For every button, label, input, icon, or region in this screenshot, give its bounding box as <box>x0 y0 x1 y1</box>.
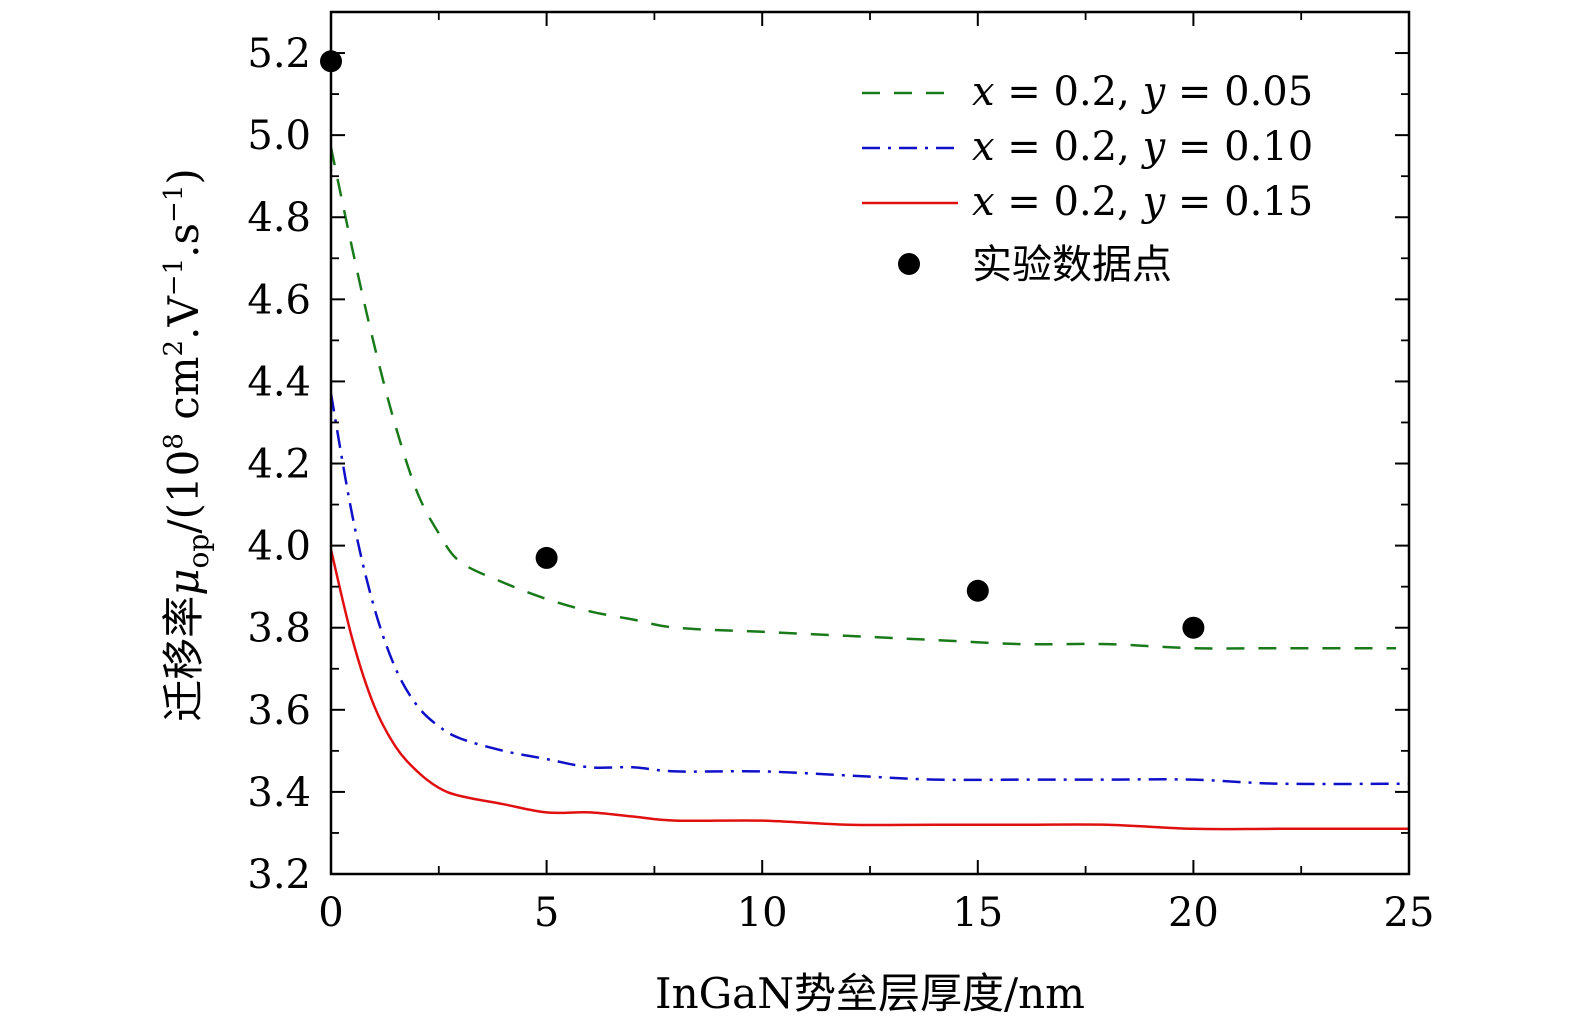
y-axis-title: 迁移率μop/(108 cm2.V−1.s−1) <box>159 168 215 722</box>
legend-1-x: x <box>972 69 995 115</box>
legend-1-xval: 0.2 <box>1054 69 1118 115</box>
legend-1-eq1: = <box>995 69 1054 115</box>
series-layer <box>331 147 1409 831</box>
legend-label-series-1: x = 0.2, y = 0.05 <box>972 69 1313 115</box>
y-title-unit-neg1b: −1 <box>159 185 189 223</box>
legend-3-yval: 0.15 <box>1224 179 1313 225</box>
legend-2-xval: 0.2 <box>1054 124 1118 170</box>
legend-2-x: x <box>972 124 995 170</box>
x-tick-label: 20 <box>1168 890 1219 936</box>
y-tick-label: 5.2 <box>247 31 311 77</box>
y-title-unit-sq: 2 <box>159 340 189 357</box>
legend-label-series-2: x = 0.2, y = 0.10 <box>972 124 1313 170</box>
y-tick-label: 3.8 <box>247 606 311 652</box>
x-tick-label: 0 <box>318 890 343 936</box>
y-tick-label: 4.0 <box>247 524 311 570</box>
x-axis-title: InGaN势垒层厚度/nm <box>655 969 1085 1018</box>
legend-1-eq2: = <box>1165 69 1224 115</box>
legend-3-x: x <box>972 179 995 225</box>
y-title-unit-close: ) <box>159 168 208 184</box>
legend-label-points: 实验数据点 <box>972 242 1172 288</box>
series-line-2 <box>331 393 1409 786</box>
y-title-unit-exp: 8 <box>159 433 189 450</box>
ticks-layer: 0 5 10 15 20 25 3.2 3.4 3.6 3.8 4.0 4.2 4.4 4.6 4.8 5.0… <box>247 12 1434 936</box>
data-points-layer <box>320 50 1205 639</box>
legend-2-eq1: = <box>995 124 1054 170</box>
y-title-unit-cm: cm <box>159 356 208 433</box>
x-tick-label: 10 <box>737 890 788 936</box>
data-point <box>1182 616 1205 639</box>
y-tick-label: 5.0 <box>247 113 311 159</box>
legend-1-yval: 0.05 <box>1224 69 1313 115</box>
x-tick-label: 15 <box>952 890 1003 936</box>
y-tick-label: 4.6 <box>247 277 311 323</box>
data-point <box>535 546 558 569</box>
legend-label-series-3: x = 0.2, y = 0.15 <box>972 179 1313 225</box>
x-tick-label: 25 <box>1384 890 1435 936</box>
y-axis-title-group: 迁移率μop/(108 cm2.V−1.s−1) <box>159 168 215 722</box>
y-tick-label: 3.6 <box>247 688 311 734</box>
y-title-unit-open: /(10 <box>159 450 208 534</box>
y-title-symbol: μ <box>159 568 208 595</box>
y-tick-label: 3.4 <box>247 770 311 816</box>
legend-2-y: y <box>1141 124 1167 170</box>
y-title-unit-s: .s <box>159 223 208 258</box>
legend-2-eq2: = <box>1165 124 1224 170</box>
legend-3-xval: 0.2 <box>1054 179 1118 225</box>
series-line-3 <box>331 549 1409 831</box>
legend-3-sep: , <box>1117 179 1142 225</box>
legend-3-eq2: = <box>1165 179 1224 225</box>
y-title-prefix: 迁移率 <box>159 596 208 722</box>
series-line-1 <box>331 147 1397 650</box>
x-tick-label: 5 <box>534 890 559 936</box>
y-tick-label: 4.8 <box>247 195 311 241</box>
legend-2-sep: , <box>1117 124 1142 170</box>
y-title-unit-neg1: −1 <box>159 258 189 296</box>
legend-1-y: y <box>1141 69 1167 115</box>
legend-1-sep: , <box>1117 69 1142 115</box>
y-tick-label: 3.2 <box>247 852 311 898</box>
data-point <box>966 579 989 602</box>
y-title-subscript: op <box>182 534 215 569</box>
y-title-unit-v: .V <box>159 296 208 340</box>
y-tick-label: 4.4 <box>247 359 311 405</box>
legend: x = 0.2, y = 0.05 x = 0.2, y = 0.10 x = … <box>862 69 1313 288</box>
y-tick-label: 4.2 <box>247 442 311 488</box>
legend-3-eq1: = <box>995 179 1054 225</box>
legend-swatch-points <box>898 253 920 275</box>
legend-3-y: y <box>1141 179 1167 225</box>
legend-2-yval: 0.10 <box>1224 124 1313 170</box>
